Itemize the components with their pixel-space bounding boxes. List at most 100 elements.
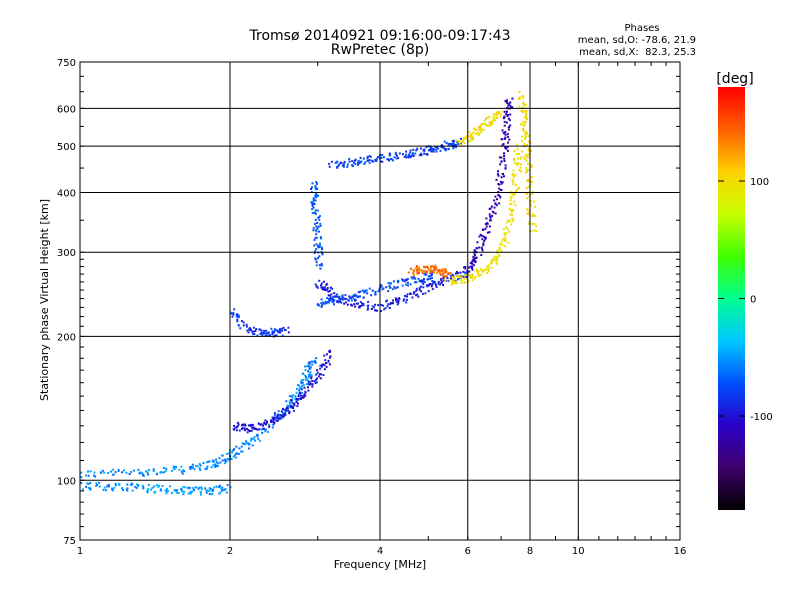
data-point [413,270,416,273]
data-point [471,276,473,279]
data-point [499,180,502,183]
data-point [401,278,404,281]
data-point [496,255,499,258]
data-point [409,283,412,286]
data-point [525,116,528,119]
data-point [327,298,330,301]
data-point [191,466,194,469]
data-point [498,202,501,205]
data-point [311,383,314,386]
data-point [405,279,408,281]
data-point [281,334,284,337]
data-point [85,474,87,477]
data-point [491,210,494,213]
data-point [271,416,274,419]
data-point [434,148,437,151]
data-point [488,225,491,228]
data-point [290,399,293,402]
data-point [214,463,217,466]
data-point [403,298,406,301]
data-point [524,116,526,119]
data-point [505,100,508,103]
data-point [270,327,273,330]
data-point [226,453,228,455]
data-point [412,269,415,272]
data-point [235,445,238,448]
data-point [107,483,110,486]
data-point [337,301,340,304]
data-point [452,142,455,145]
data-point [509,104,512,107]
data-point [333,303,335,306]
data-point [341,296,344,299]
data-point [406,278,409,281]
data-point [479,124,482,127]
data-point [496,249,499,252]
data-point [430,265,433,268]
data-point [235,426,238,429]
data-point [326,288,329,291]
data-point [531,214,534,217]
data-point [323,286,326,289]
data-point [315,357,318,360]
data-point [473,277,476,280]
data-point [354,305,357,308]
data-point [445,142,448,144]
data-point [271,330,274,333]
data-point [301,381,304,384]
data-point [486,222,489,225]
data-point [366,305,369,308]
data-point [325,365,328,368]
data-point [418,280,421,283]
data-point [288,395,291,398]
data-point [389,154,392,157]
data-point [470,275,473,278]
data-point [364,161,367,164]
data-point [309,366,312,369]
data-point [511,106,514,109]
data-point [205,491,208,494]
data-point [496,259,499,261]
data-point [89,482,92,485]
data-point [299,387,302,389]
data-point [455,146,458,148]
data-point [432,150,435,153]
data-point [380,160,383,163]
data-point [499,163,502,166]
data-point [526,208,529,211]
data-point [85,485,88,488]
data-point [481,234,484,237]
data-point [394,287,397,290]
data-point [509,124,512,127]
data-point [389,282,392,285]
y-tick-label: 200 [57,332,76,343]
data-point [444,279,447,282]
data-point [498,183,501,186]
data-point [327,294,330,297]
data-point [218,457,221,460]
data-point [494,257,497,260]
data-point [509,192,512,195]
data-point [391,288,394,291]
data-point [360,160,363,163]
data-point [430,269,433,272]
data-point [383,156,385,159]
data-point [478,128,481,131]
data-point [221,489,224,492]
data-point [323,354,326,357]
data-point [512,176,515,178]
data-point [522,110,525,112]
data-point [509,202,512,205]
data-point [181,472,184,475]
data-point [300,382,303,385]
data-point [310,374,313,377]
data-point [510,223,513,226]
data-point [375,157,378,160]
data-point [277,418,280,421]
data-point [253,333,256,335]
data-point [421,281,424,284]
data-point [522,120,525,123]
data-point [131,489,134,492]
data-point [169,485,172,488]
data-point [447,147,450,150]
